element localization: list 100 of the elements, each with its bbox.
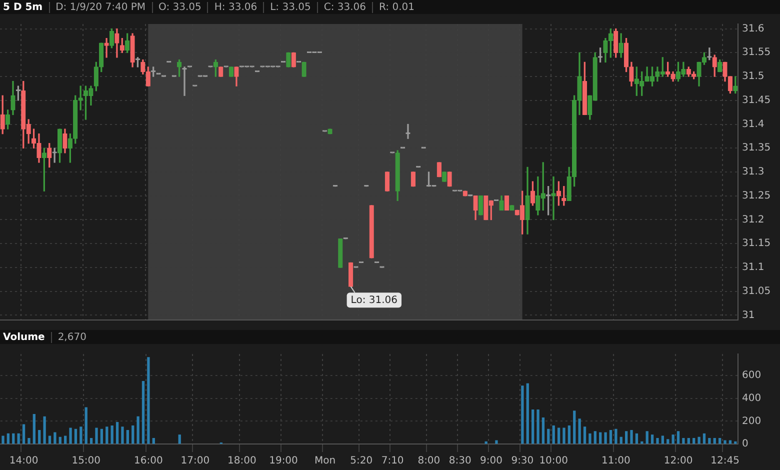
x-tick-label: Mon [314,456,336,467]
x-tick-label: 9:00 [480,456,503,467]
bar [2,436,4,444]
bar [121,426,124,444]
chart-title: Volume [2,332,46,342]
bar [635,433,638,444]
x-tick-label: 9:30 [511,456,534,467]
bar [136,416,140,444]
bar [656,438,659,444]
y-tick-label: 31.5 [742,71,764,82]
y-tick-label: 31.05 [742,286,771,297]
x-tick-label: 18:00 [228,456,256,467]
bar [624,431,628,444]
x-tick-label: 7:10 [381,456,404,467]
x-tick-label: 14:00 [9,456,38,467]
bar [614,428,618,444]
bar [692,438,696,444]
bar [568,425,571,444]
x-tick-label: 11:00 [602,456,630,467]
bar [6,433,10,444]
x-tick-label: 12:45 [710,456,740,467]
bar [734,441,737,444]
bar [58,436,62,444]
bar [526,383,529,444]
y-tick-label: 31.25 [742,190,771,202]
bar [672,434,674,444]
bar [562,428,566,444]
bar [17,433,20,444]
bar [22,424,26,444]
bar [69,428,72,444]
bar [32,414,36,444]
bar [178,434,181,444]
chart-subtitle: 2,670 [50,332,92,342]
bar [64,436,67,444]
bar [110,425,114,444]
bar [708,438,711,444]
y-tick-label: 31 [742,310,755,321]
bar [578,418,581,444]
bar [650,434,654,444]
x-tick-label: 5:20 [350,456,373,467]
bar [132,425,134,444]
bar [646,431,648,444]
bar [604,432,607,444]
x-tick-label: 17:00 [180,456,210,467]
bar [698,436,700,444]
x-tick-label: 15:00 [72,456,101,467]
y-tick-label: 31.2 [742,214,764,226]
bar [718,438,722,444]
y-tick-label: 200 [742,416,762,427]
chart-title: 5 D 5m [2,2,44,12]
bar [682,438,685,444]
bar [48,436,52,444]
bar [599,432,602,444]
bar [594,431,596,444]
x-tick-label: 16:00 [134,456,163,467]
bar [116,422,119,444]
bar [542,417,545,444]
bar [84,407,88,444]
bar [536,409,540,444]
y-tick-label: 31.1 [742,262,764,274]
y-tick-label: 600 [742,370,762,382]
bar [147,357,150,444]
x-tick-label: 12:00 [664,456,693,467]
bar [552,425,555,444]
bar [95,428,98,444]
bar [152,438,155,444]
y-tick-label: 31.3 [742,166,764,178]
y-tick-label: 31.4 [742,118,764,130]
bar [12,433,15,444]
y-tick-label: 400 [742,393,762,404]
candlestick [104,38,109,58]
bar [666,439,670,444]
bar [702,433,706,444]
bar [142,381,145,444]
bar [724,440,726,444]
y-tick-label: 0 [742,438,748,450]
bar [80,426,82,444]
x-tick-label: 8:30 [448,456,472,467]
bar [531,409,534,444]
bar [484,441,488,444]
bar [630,430,633,444]
bar [609,430,612,444]
bar [640,441,644,444]
bar [521,386,524,444]
y-tick-label: 31.6 [742,23,764,34]
x-tick-label: 19:00 [269,456,298,467]
bar [28,438,30,444]
bar [676,431,680,444]
bar [620,436,622,444]
bar [713,438,716,444]
bar [106,426,108,444]
bar [573,410,576,444]
bar [74,428,78,444]
bar [687,438,690,444]
bar [728,440,732,444]
bar [583,426,586,444]
bar [495,440,498,444]
y-tick-label: 31.55 [742,47,771,58]
bar [43,416,46,444]
bar [100,428,104,444]
